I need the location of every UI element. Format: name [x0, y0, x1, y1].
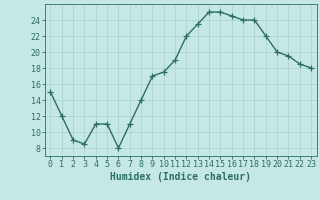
- X-axis label: Humidex (Indice chaleur): Humidex (Indice chaleur): [110, 172, 251, 182]
